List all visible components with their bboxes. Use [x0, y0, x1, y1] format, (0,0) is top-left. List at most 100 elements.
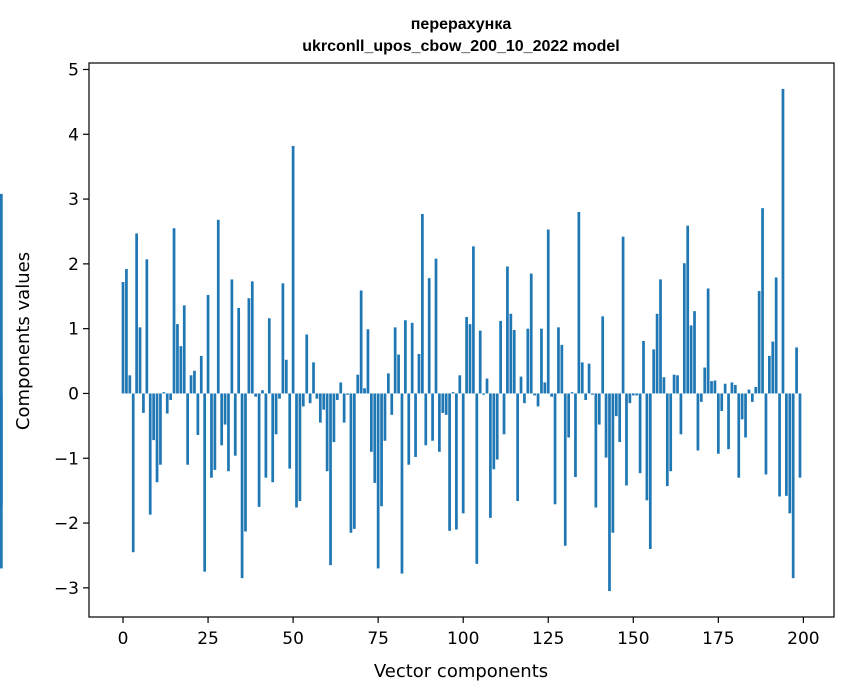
bar	[145, 259, 149, 394]
bar	[417, 353, 421, 394]
bar	[716, 393, 720, 454]
bar	[366, 329, 370, 394]
bar	[182, 305, 186, 394]
bar	[424, 393, 428, 446]
bar	[713, 380, 717, 394]
x-axis-label: Vector components	[374, 661, 548, 682]
bar	[747, 389, 751, 394]
bar	[689, 325, 693, 394]
bar	[274, 393, 278, 435]
bar	[284, 359, 288, 394]
bar	[475, 393, 479, 564]
bar	[768, 355, 771, 394]
x-tick-label: 125	[532, 629, 564, 649]
bar	[672, 374, 676, 394]
bar	[526, 328, 530, 394]
bar	[162, 392, 166, 394]
bar	[261, 390, 264, 394]
bar	[744, 393, 747, 438]
bar	[339, 382, 343, 394]
bar	[196, 393, 200, 435]
bar	[369, 393, 373, 452]
bar	[250, 281, 254, 394]
bar	[176, 324, 179, 394]
bar	[414, 393, 417, 457]
y-tick-label: 4	[68, 125, 79, 145]
bar	[295, 393, 298, 508]
bar	[774, 277, 778, 394]
bar	[301, 393, 305, 407]
bar	[125, 269, 128, 394]
bar	[318, 393, 322, 423]
bar	[254, 393, 258, 397]
bar	[642, 340, 645, 394]
bar	[519, 376, 523, 394]
bar	[383, 393, 387, 441]
bar	[179, 346, 183, 394]
bar	[148, 393, 152, 515]
bar	[703, 367, 707, 394]
bar	[557, 327, 560, 394]
bar	[727, 393, 730, 450]
bar	[523, 393, 526, 404]
bar	[625, 393, 628, 486]
bar	[659, 279, 662, 394]
bar	[315, 393, 319, 399]
bar	[468, 324, 472, 394]
bar	[635, 393, 639, 396]
y-tick-label: 2	[68, 255, 79, 275]
bar	[506, 266, 509, 394]
bar	[281, 283, 285, 394]
bar	[427, 278, 431, 394]
bar	[580, 362, 584, 394]
bar	[233, 393, 237, 456]
bar	[638, 393, 642, 474]
bar	[203, 393, 207, 572]
bar	[577, 212, 581, 394]
bar	[608, 393, 611, 592]
bar	[342, 393, 346, 423]
bar	[169, 393, 172, 400]
bar	[682, 263, 686, 394]
bar	[618, 393, 622, 443]
bar	[213, 393, 217, 470]
bar	[567, 393, 571, 438]
bar	[155, 393, 159, 483]
bar	[349, 393, 353, 533]
bar	[438, 393, 441, 452]
bar	[159, 393, 162, 465]
x-tick-label: 0	[118, 629, 129, 649]
bar	[298, 393, 302, 502]
bar	[257, 393, 261, 507]
bar	[363, 388, 366, 394]
bar	[720, 393, 724, 411]
y-tick-label: −2	[54, 514, 79, 534]
y-axis-label: Components values	[13, 252, 34, 430]
bar	[278, 393, 281, 399]
bar	[193, 370, 196, 394]
bar	[757, 291, 761, 394]
bar	[465, 317, 468, 394]
bar	[410, 322, 414, 394]
x-tick-label: 100	[447, 629, 479, 649]
bar	[186, 393, 190, 465]
bar	[431, 393, 434, 441]
bar	[574, 393, 577, 478]
bar	[686, 225, 690, 394]
bar	[390, 393, 394, 415]
bar	[645, 393, 649, 501]
bar	[393, 327, 397, 394]
bar	[223, 393, 227, 425]
bar	[271, 393, 275, 483]
bar	[560, 344, 564, 394]
bar	[723, 383, 727, 394]
bar	[597, 393, 601, 425]
bar	[332, 393, 336, 443]
bar	[291, 145, 295, 394]
bar	[165, 393, 169, 414]
bar	[676, 375, 679, 394]
bar	[730, 382, 734, 394]
plot-frame	[88, 62, 835, 618]
bar	[244, 393, 247, 532]
bar	[696, 393, 700, 451]
